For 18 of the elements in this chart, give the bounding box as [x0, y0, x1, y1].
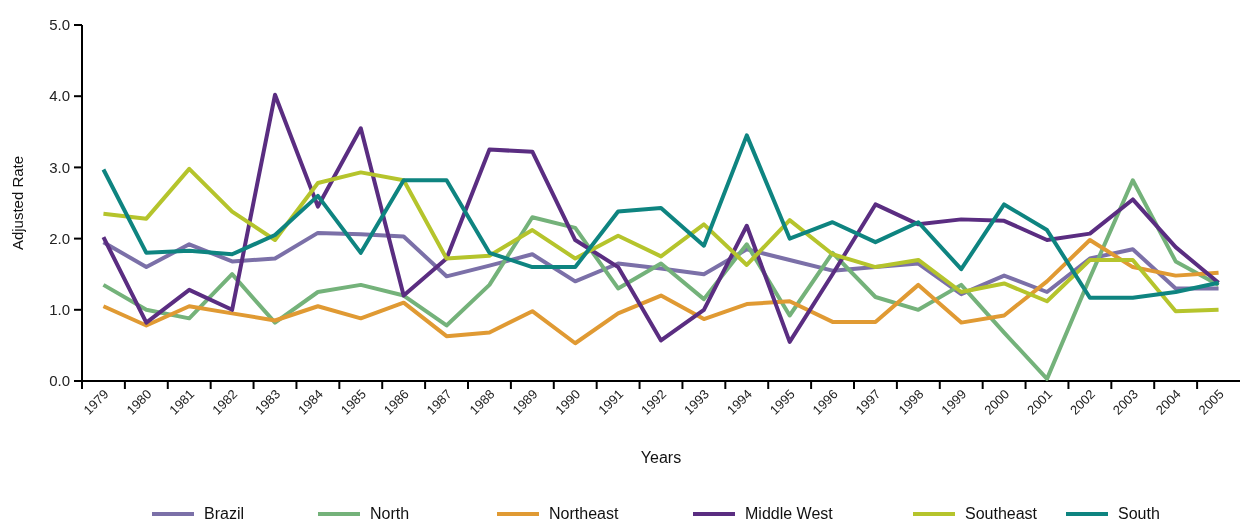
- line-series: [101, 238, 1221, 346]
- y-tick-label: 5.0: [49, 16, 70, 34]
- legend-label: North: [370, 505, 410, 522]
- legend-label: Brazil: [204, 505, 245, 522]
- legend-label: South: [1118, 505, 1160, 522]
- legend-label: Middle West: [745, 505, 834, 522]
- legend-label: Southeast: [965, 505, 1038, 522]
- y-tick-label: 1.0: [49, 301, 70, 319]
- line-series: [101, 92, 1221, 344]
- y-tick-label: 0.0: [49, 372, 70, 390]
- line-series: [101, 166, 1221, 314]
- y-axis-title: Adjusted Rate: [9, 155, 26, 251]
- y-tick-label: 2.0: [49, 229, 70, 247]
- legend-label: Northeast: [549, 505, 619, 522]
- x-axis-title: Years: [640, 449, 682, 466]
- y-tick-label: 3.0: [49, 158, 70, 176]
- line-series: [101, 133, 1221, 300]
- y-tick-label: 4.0: [49, 87, 70, 105]
